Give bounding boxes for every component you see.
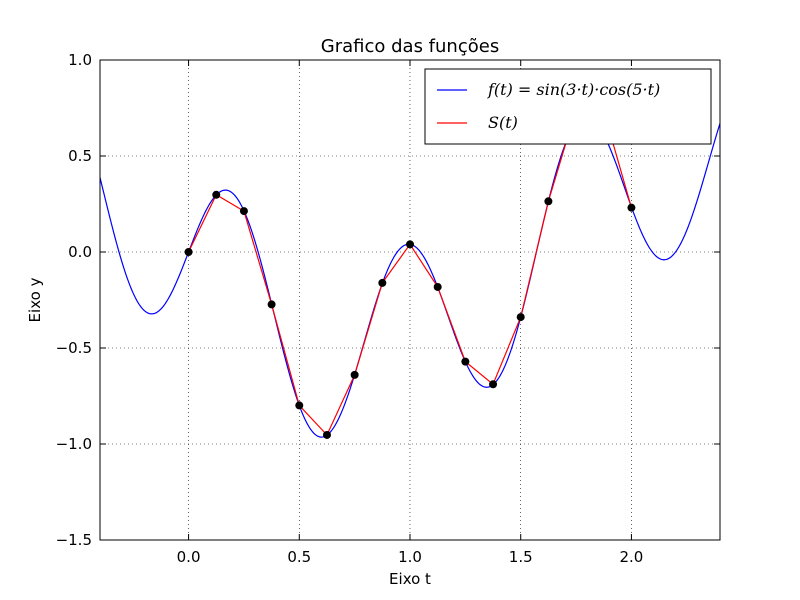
sample-point xyxy=(461,357,470,366)
sample-point xyxy=(322,430,331,439)
y-tick-label: 0.0 xyxy=(68,243,92,261)
x-tick-label: 0.5 xyxy=(287,548,311,566)
sample-point xyxy=(184,248,193,256)
axis-ticks: 0.0 0.5 1.0 1.5 2.0 −1.5 −1.0 −0.5 0.0 0.5 1.0 xyxy=(56,51,720,566)
sample-markers xyxy=(184,105,636,439)
sample-point xyxy=(406,240,414,249)
x-axis-label: Eixo t xyxy=(389,570,431,588)
y-tick-label: 0.5 xyxy=(68,147,92,165)
x-tick-label: 1.5 xyxy=(509,548,533,566)
sample-point xyxy=(627,203,636,212)
x-tick-label: 2.0 xyxy=(619,548,643,566)
sample-point xyxy=(239,207,248,216)
sample-point xyxy=(544,197,553,206)
sample-point xyxy=(350,370,359,379)
sample-point xyxy=(489,380,498,389)
sample-point xyxy=(267,300,276,309)
sample-point xyxy=(433,282,442,291)
legend: f(t) = sin(3·t)·cos(5·t) S(t) xyxy=(424,68,712,145)
y-tick-label: −0.5 xyxy=(56,339,92,357)
sample-point xyxy=(295,401,304,410)
legend-label-f: f(t) = sin(3·t)·cos(5·t) xyxy=(487,80,660,99)
x-tick-label: 1.0 xyxy=(398,548,422,566)
legend-box xyxy=(424,68,712,145)
chart-title: Grafico das funções xyxy=(321,36,499,57)
y-tick-label: −1.5 xyxy=(56,531,92,549)
x-tick-label: 0.0 xyxy=(177,548,201,566)
sample-point xyxy=(212,190,221,199)
sample-point xyxy=(516,313,525,322)
sample-point xyxy=(378,278,387,287)
y-tick-label: −1.0 xyxy=(56,435,92,453)
legend-label-s: S(t) xyxy=(488,113,518,132)
y-axis-label: Eixo y xyxy=(26,277,44,322)
y-tick-label: 1.0 xyxy=(68,51,92,69)
